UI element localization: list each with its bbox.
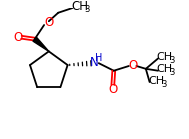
Text: 3: 3 — [85, 5, 90, 14]
Text: CH: CH — [148, 76, 164, 86]
Text: 3: 3 — [170, 68, 175, 77]
Text: O: O — [128, 59, 137, 72]
Text: N: N — [90, 56, 98, 69]
Text: 3: 3 — [161, 80, 166, 89]
Text: H: H — [95, 54, 102, 64]
Text: CH: CH — [157, 64, 173, 74]
Text: O: O — [44, 16, 53, 29]
Text: CH: CH — [71, 0, 88, 13]
Text: 3: 3 — [170, 56, 175, 65]
Text: O: O — [13, 31, 22, 44]
Text: O: O — [108, 83, 118, 96]
Polygon shape — [33, 37, 49, 51]
Text: CH: CH — [157, 52, 173, 62]
